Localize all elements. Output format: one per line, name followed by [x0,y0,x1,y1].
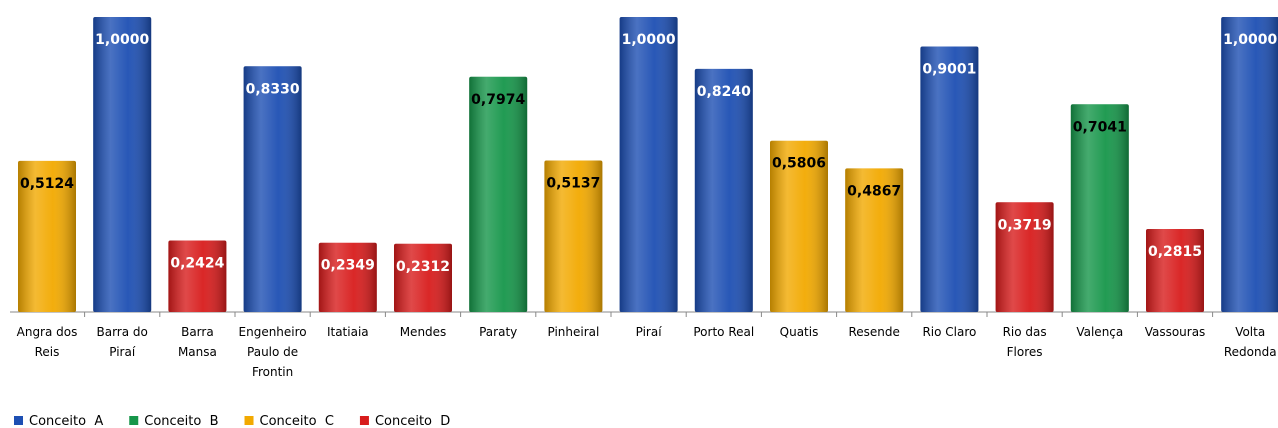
x-tick-label-line: Mansa [178,345,217,359]
legend-swatch [244,416,254,425]
bar [93,17,152,312]
bar [619,17,678,312]
bar [920,46,979,313]
x-tick-label-line: Paulo de [247,345,298,359]
value-label: 0,5137 [546,175,600,191]
legend-label: Conceito B [144,414,218,428]
x-tick-label: Barra do Piraí [97,325,148,359]
x-tick-label: Resende [848,325,899,339]
value-label: 0,2815 [1148,244,1202,260]
bar [168,240,227,312]
legend-label: Conceito A [29,414,103,428]
value-label: 1,0000 [1223,32,1277,48]
value-label: 0,2349 [321,258,375,274]
value-label: 0,7041 [1073,119,1127,135]
x-tick-label-line: Rio das [1003,325,1047,339]
x-tick-label-line: Pinheiral [547,325,599,339]
x-tick-label-line: Quatis [780,325,819,339]
x-tick-label: Volta Redonda [1224,325,1277,359]
x-tick-label: Porto Real [693,325,754,339]
x-tick-label-line: Mendes [400,325,447,339]
x-tick-label: Mendes [400,325,447,339]
x-tick-label-line: Flores [1007,345,1043,359]
x-tick-label: Itatiaia [327,325,369,339]
x-tick-label-line: Barra do [97,325,148,339]
x-tick-label-line: Redonda [1224,345,1277,359]
x-tick-label-line: Reis [35,345,60,359]
legend-swatch [129,416,139,425]
value-label: 0,2424 [170,255,224,271]
x-tick-label: Engenheiro Paulo de Frontin [239,325,307,379]
x-tick-label-line: Piraí [636,325,663,339]
x-tick-label: Quatis [780,325,819,339]
x-tick-label-line: Angra dos [17,325,78,339]
x-tick-label-line: Rio Claro [922,325,976,339]
x-tick-label: Angra dos Reis [17,325,78,359]
bar [318,242,377,312]
x-tick-label: Rio das Flores [1003,325,1047,359]
x-tick-label-line: Resende [848,325,899,339]
x-tick-label-line: Valença [1076,325,1123,339]
value-label: 1,0000 [95,32,149,48]
bar [469,76,528,312]
value-label: 0,8240 [697,84,751,100]
bar [1221,17,1278,312]
x-tick-label-line: Piraí [109,345,136,359]
x-tick-label: Rio Claro [922,325,976,339]
x-tick-label: Valença [1076,325,1123,339]
value-label: 0,5124 [20,176,74,192]
bar [1070,104,1129,312]
x-tick-label-line: Volta [1235,325,1265,339]
x-tick-label-line: Frontin [252,365,293,379]
value-label: 0,4867 [847,183,901,199]
x-tick-label: Piraí [636,325,663,339]
x-tick-label-line: Porto Real [693,325,754,339]
legend-swatch [359,416,369,425]
bar [1146,228,1204,312]
value-label: 0,3719 [998,217,1052,233]
legend-label: Conceito C [260,414,334,428]
x-tick-label: Paraty [479,325,517,339]
value-label: 0,2312 [396,259,450,275]
x-tick-label: Pinheiral [547,325,599,339]
x-tick-label-line: Engenheiro [239,325,307,339]
legend-label: Conceito D [375,414,450,428]
value-label: 0,5806 [772,156,826,172]
value-label: 0,7974 [471,92,525,108]
legend-swatch [14,416,23,425]
x-tick-label-line: Barra [181,325,214,339]
x-tick-label-line: Paraty [479,325,517,339]
x-tick-label-line: Itatiaia [327,325,369,339]
x-tick-label-line: Vassouras [1145,325,1206,339]
bar [694,68,753,312]
x-tick-label: Vassouras [1145,325,1206,339]
bar [394,243,452,312]
value-label: 0,8330 [246,81,300,97]
value-label: 1,0000 [622,32,676,48]
x-tick-label: Barra Mansa [178,325,217,359]
value-label: 0,9001 [922,61,976,77]
bar [243,66,302,312]
